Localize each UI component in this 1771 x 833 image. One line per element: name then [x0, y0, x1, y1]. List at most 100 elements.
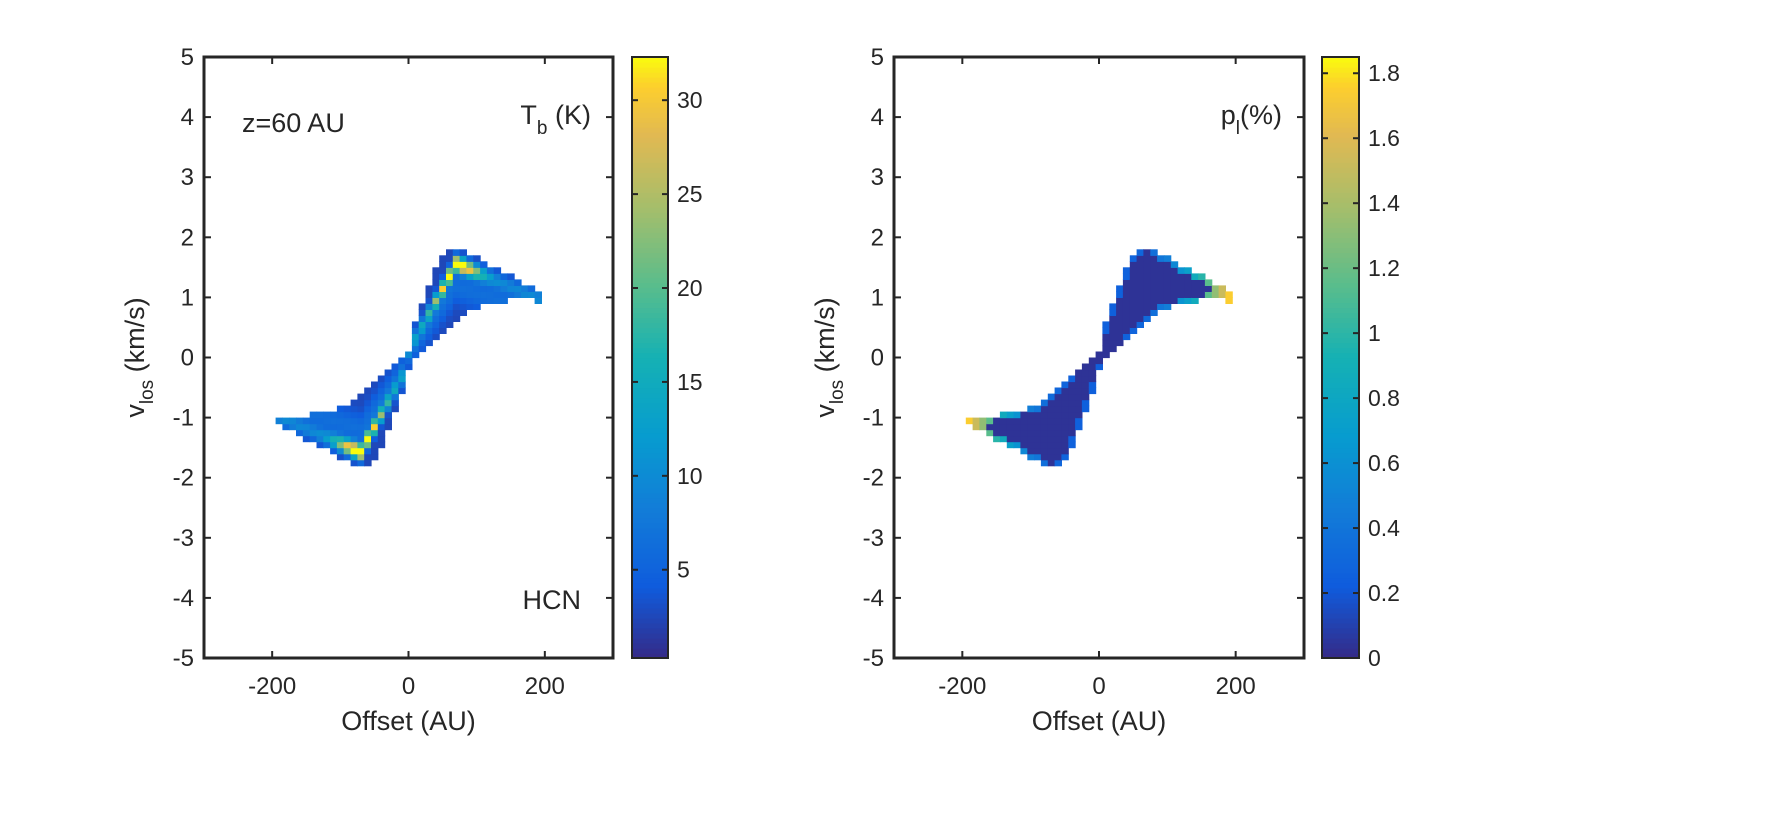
heatmap-cell	[364, 393, 372, 401]
heatmap-cell	[357, 441, 365, 449]
heatmap-cell	[1054, 399, 1062, 407]
heatmap-cell	[514, 279, 522, 286]
heatmap-cell	[1163, 261, 1172, 268]
heatmap-cell	[452, 261, 461, 268]
heatmap-cell	[1143, 249, 1151, 256]
y-tick-label: 4	[871, 104, 884, 131]
heatmap-cell	[466, 261, 474, 268]
colorbar-segment	[632, 367, 668, 374]
heatmap-cell	[1013, 423, 1021, 431]
heatmap-cell	[999, 423, 1008, 431]
colorbar-segment	[632, 312, 668, 319]
heatmap-cell	[1068, 375, 1076, 383]
colorbar-segment	[632, 387, 668, 394]
colorbar-segment	[632, 607, 668, 614]
heatmap-cell	[1143, 273, 1151, 280]
heatmap-cell	[1102, 345, 1110, 353]
heatmap-cell	[1013, 411, 1021, 419]
heatmap-cell	[323, 441, 331, 449]
heatmap-cell	[1027, 405, 1035, 413]
colorbar-segment	[1322, 142, 1359, 148]
heatmap-cell	[432, 297, 440, 304]
colorbar-segment	[1322, 632, 1359, 639]
heatmap-cell	[1034, 453, 1042, 461]
heatmap-cell	[1122, 285, 1131, 292]
heatmap-cell	[357, 405, 365, 413]
heatmap-cell	[1157, 273, 1165, 280]
heatmap-cell	[459, 285, 467, 292]
colorbar-segment	[632, 172, 668, 178]
heatmap-cell	[446, 321, 454, 328]
heatmap-cell	[418, 339, 427, 347]
colorbar-tick-label: 1.8	[1368, 60, 1400, 86]
heatmap-cell	[521, 291, 529, 298]
colorbar-segment	[1322, 167, 1359, 173]
heatmap-cell	[1061, 435, 1069, 443]
heatmap-cell	[1204, 291, 1213, 298]
colorbar-segment	[1322, 487, 1359, 494]
colorbar-segment	[1322, 542, 1359, 549]
heatmap-cell	[1122, 309, 1131, 316]
heatmap-cell	[1136, 249, 1144, 256]
heatmap-cell	[1081, 369, 1090, 377]
heatmap-cell	[1129, 327, 1138, 334]
heatmap-cell	[1040, 405, 1049, 413]
heatmap-cell	[1150, 261, 1158, 268]
heatmap-cell	[452, 255, 461, 262]
heatmap-cell	[1088, 381, 1097, 389]
colorbar-segment	[1322, 512, 1359, 519]
colorbar-segment	[1322, 297, 1359, 304]
colorbar-segment	[632, 287, 668, 293]
heatmap-cell	[1211, 291, 1220, 298]
colorbar-segment	[1322, 622, 1359, 629]
heatmap-cell	[459, 309, 467, 316]
heatmap-cell	[1191, 297, 1199, 304]
colorbar-tick-label: 0	[1368, 645, 1381, 671]
heatmap-cell	[336, 417, 345, 425]
heatmap-cell	[1027, 453, 1035, 461]
heatmap-cell	[1047, 417, 1056, 425]
colorbar-segment	[632, 292, 668, 298]
heatmap-cell	[1163, 297, 1172, 304]
heatmap-cell	[316, 441, 324, 449]
heatmap-cell	[357, 423, 365, 431]
heatmap-cell	[439, 261, 447, 268]
heatmap-cell	[1116, 321, 1124, 328]
heatmap-cell	[1075, 417, 1083, 425]
heatmap-cell	[1116, 327, 1124, 334]
heatmap-cell	[1068, 417, 1076, 425]
heatmap-cell	[1075, 405, 1083, 413]
heatmap-cell	[1198, 273, 1206, 280]
colorbar-segment	[1322, 277, 1359, 283]
heatmap-cell	[371, 381, 379, 389]
colorbar-segment	[1322, 102, 1359, 108]
y-tick-label: 5	[871, 44, 884, 71]
heatmap-cell	[459, 267, 467, 274]
heatmap-cell	[391, 393, 399, 401]
heatmap-cell	[371, 393, 379, 401]
heatmap-cell	[411, 345, 420, 353]
heatmap-cell	[1006, 429, 1015, 437]
colorbar-segment	[1322, 207, 1359, 213]
heatmap-cell	[302, 417, 311, 425]
heatmap-cell	[1129, 285, 1138, 292]
colorbar-segment	[632, 462, 668, 469]
heatmap-cell	[473, 267, 481, 274]
colorbar-segment	[1322, 572, 1359, 579]
heatmap-cell	[1184, 279, 1192, 286]
heatmap-cell	[459, 249, 467, 256]
heatmap-cell	[473, 273, 481, 280]
colorbar-segment	[1322, 652, 1359, 659]
x-tick-label: -200	[938, 673, 986, 700]
heatmap-cell	[1054, 459, 1062, 467]
heatmap-cell	[446, 291, 454, 298]
heatmap-cell	[350, 417, 358, 425]
heatmap-cell	[364, 459, 372, 467]
heatmap-cell	[1136, 273, 1144, 280]
heatmap-cell	[1129, 315, 1138, 322]
colorbar-segment	[1322, 182, 1359, 188]
colorbar-segment	[1322, 372, 1359, 379]
colorbar-segment	[1322, 417, 1359, 424]
heatmap-cell	[1136, 291, 1144, 298]
